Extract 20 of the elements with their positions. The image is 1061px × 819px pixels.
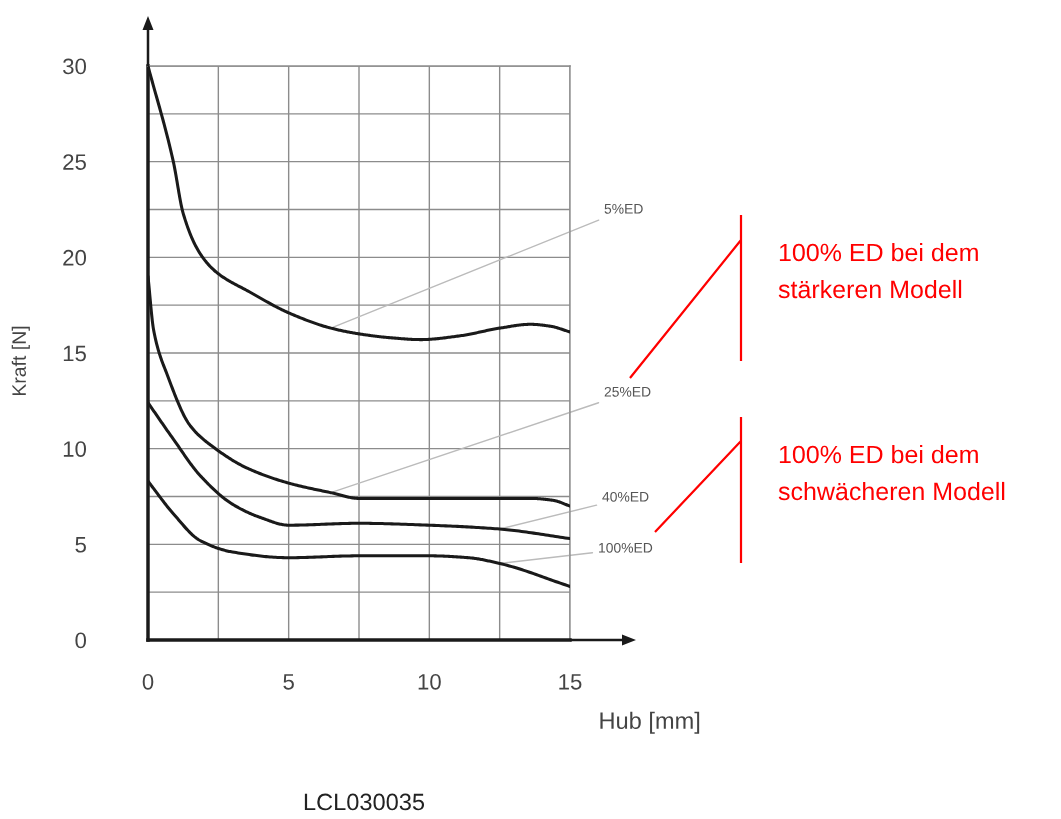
- y-tick-label: 20: [63, 249, 87, 266]
- text: 100% ED bei dem schwächeren Modell: [778, 445, 1005, 501]
- x-tick-label: 15: [559, 674, 582, 690]
- y-tick-label: 15: [63, 345, 86, 362]
- text: 40%ED: [602, 491, 649, 502]
- x-tick-label: 0: [142, 673, 154, 690]
- x-tick-label: 5: [283, 674, 294, 690]
- y-tick-label: 25: [63, 154, 86, 170]
- x-axis-title: Hub [mm]: [600, 711, 700, 734]
- y-tick-label: 10: [63, 441, 87, 457]
- text: 100% ED bei dem stärkeren Modell: [778, 243, 978, 299]
- text: 100%ED: [599, 542, 653, 553]
- text: 5%ED: [604, 203, 643, 214]
- y-tick-label: 30: [63, 58, 87, 75]
- y-tick-label: 5: [75, 537, 86, 553]
- y-tick-label: 0: [75, 632, 87, 649]
- text: LCL030035: [304, 793, 425, 811]
- text: 25%ED: [604, 386, 651, 397]
- x-tick-label: 10: [418, 673, 441, 690]
- y-axis-title: Kraft [N]: [11, 326, 30, 396]
